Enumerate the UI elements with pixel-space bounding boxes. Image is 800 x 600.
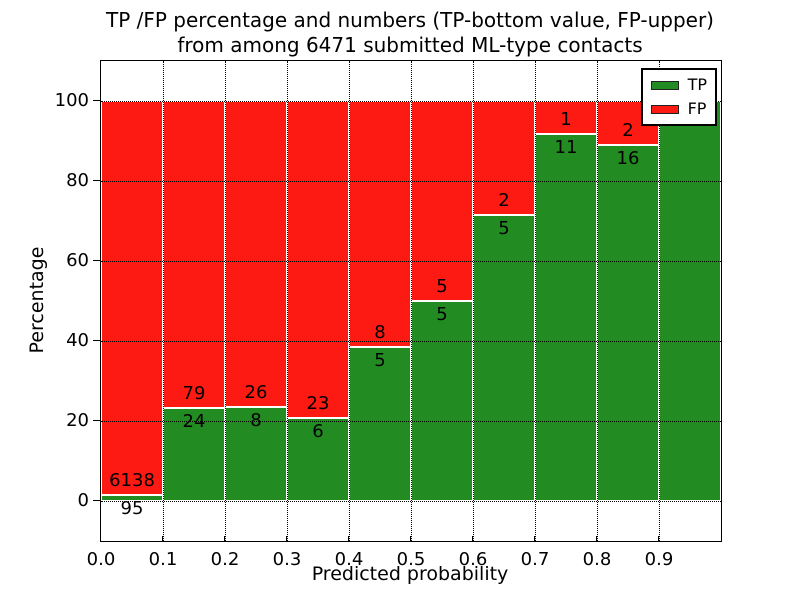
bar-segment-fp <box>535 101 597 135</box>
legend-label-fp: FP <box>687 99 707 118</box>
x-tick-label: 0.3 <box>272 549 302 570</box>
bar-fp-count-label: 26 <box>244 382 268 403</box>
y-tick <box>93 100 100 102</box>
plot-area: TP FP 6138957924268236855525111216120204… <box>55 60 722 570</box>
gridline-vertical <box>411 61 412 541</box>
x-tick <box>348 536 350 541</box>
x-tick <box>286 536 288 541</box>
bar-segment-tp <box>287 418 349 501</box>
x-tick <box>534 536 536 541</box>
legend-label-tp: TP <box>687 75 707 94</box>
bar-segment-fp <box>225 101 287 407</box>
y-tick-label: 60 <box>66 250 89 271</box>
bar-tp-count-label: 5 <box>436 304 448 325</box>
bar-segment-tp <box>349 347 411 501</box>
x-tick-label: 0.0 <box>86 549 116 570</box>
y-tick <box>93 180 100 182</box>
y-tick-label: 40 <box>66 330 89 351</box>
bar-tp-count-label: 5 <box>374 350 386 371</box>
chart-title-line1: TP /FP percentage and numbers (TP-bottom… <box>106 8 714 32</box>
fp-swatch-icon <box>650 104 679 114</box>
y-tick-label: 0 <box>77 490 89 511</box>
gridline-vertical <box>535 61 536 541</box>
chart-title-line2: from among 6471 submitted ML-type contac… <box>177 33 643 57</box>
x-tick <box>658 536 660 541</box>
bar-fp-count-label: 2 <box>498 190 510 212</box>
x-tick <box>472 536 474 541</box>
bar-tp-count-label: 8 <box>250 410 262 431</box>
bar-fp-count-label: 8 <box>374 322 386 343</box>
x-tick-label: 0.8 <box>582 549 612 570</box>
bar-tp-count-label: 24 <box>182 410 206 432</box>
bar-tp-count-label: 16 <box>616 148 640 170</box>
y-axis-label: Percentage <box>26 246 48 354</box>
bar-segment-tp <box>473 215 535 501</box>
y-tick <box>93 260 100 262</box>
bar-segment-tp <box>535 134 597 501</box>
gridline-vertical <box>163 61 164 541</box>
x-tick-label: 0.9 <box>644 549 674 570</box>
bar-segment-tp <box>163 407 225 501</box>
bar-fp-count-label: 5 <box>436 276 448 297</box>
x-tick-label: 0.7 <box>520 549 550 570</box>
gridline-vertical <box>225 61 226 541</box>
x-tick-label: 0.5 <box>396 549 426 570</box>
gridline-vertical <box>659 61 660 541</box>
chart-title: TP /FP percentage and numbers (TP-bottom… <box>100 8 720 58</box>
y-tick <box>93 340 100 342</box>
bar-tp-count-label: 5 <box>498 218 510 240</box>
bar-fp-count-label: 23 <box>306 393 330 415</box>
x-tick-label: 0.1 <box>148 549 178 570</box>
legend: TP FP <box>640 68 717 126</box>
bar-segment-fp <box>101 101 163 495</box>
bar-fp-count-label: 79 <box>182 382 206 404</box>
x-tick <box>162 536 164 541</box>
x-tick <box>224 536 226 541</box>
tp-swatch-icon <box>650 80 679 90</box>
gridline-vertical <box>287 61 288 541</box>
x-tick-label: 0.2 <box>210 549 240 570</box>
bar-fp-count-label: 2 <box>622 120 634 142</box>
x-tick <box>100 536 102 541</box>
y-tick <box>93 420 100 422</box>
legend-item-tp: TP <box>650 75 707 94</box>
bar-segment-tp <box>597 145 659 501</box>
bar-segment-fp <box>349 101 411 347</box>
gridline-vertical <box>349 61 350 541</box>
bar-segment-fp <box>411 101 473 301</box>
y-tick-label: 80 <box>66 170 89 191</box>
legend-item-fp: FP <box>650 99 707 118</box>
bar-fp-count-label: 1 <box>560 109 572 131</box>
bar-segment-fp <box>163 101 225 408</box>
x-tick <box>596 536 598 541</box>
bar-fp-count-label: 6138 <box>109 470 155 491</box>
y-tick <box>93 500 100 502</box>
y-tick-label: 20 <box>66 410 89 431</box>
bar-tp-count-label: 95 <box>120 498 144 519</box>
bar-segment-tp <box>101 495 163 501</box>
x-tick-label: 0.6 <box>458 549 488 570</box>
x-axis-label: Predicted probability <box>311 563 509 585</box>
x-tick-label: 0.4 <box>334 549 364 570</box>
gridline-vertical <box>597 61 598 541</box>
x-tick <box>410 536 412 541</box>
y-tick-label: 100 <box>54 90 89 111</box>
gridline-vertical <box>473 61 474 541</box>
bar-segment-tp <box>411 301 473 501</box>
bar-tp-count-label: 11 <box>554 137 578 159</box>
bar-tp-count-label: 6 <box>312 421 324 443</box>
